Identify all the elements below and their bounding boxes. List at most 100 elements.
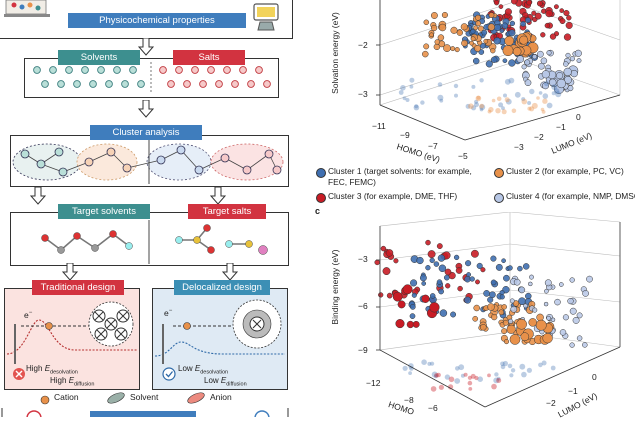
scatter-point [393,258,399,264]
scatter-point [468,103,474,109]
plot-b-lumo-tick-2: −1 [556,122,566,132]
scatter-point [493,37,501,45]
scatter-point [572,316,580,324]
scatter-point [495,263,503,271]
cluster4-marker [494,193,504,203]
scatter-point [542,82,549,90]
scatter-point [430,24,438,32]
scatter-point [487,23,496,31]
scatter-point [475,279,480,285]
scatter-point [470,373,476,379]
plot-b-homo-tick-3: −7 [428,141,438,151]
plot-c-ylabel: Binding energy (eV) [330,249,340,325]
scatter-point [534,12,542,20]
scatter-point [565,21,573,29]
scatter-point [528,281,533,287]
scatter-point [483,38,489,44]
down-arrow-2 [137,99,155,118]
scatter-point [501,22,509,30]
scatter-point [538,62,545,70]
plot-b-lumo-tick-3: −2 [534,132,544,142]
down-arrow-4 [209,186,227,205]
scatter-point [490,279,497,286]
plot-b: Solvation energy (eV) −2 −3 −11 −9 −7 −5… [320,0,635,165]
scatter-point [531,102,538,109]
scatter-point [500,364,506,370]
scatter-point [453,254,460,261]
scatter-point [541,70,550,79]
scatter-point [523,303,528,309]
scatter-point [500,361,505,367]
scatter-point [509,334,521,345]
scatter-point [495,108,501,114]
target-solvents-label: Target solvents [72,206,136,217]
scatter-point [502,319,509,326]
scatter-point [472,57,480,65]
scatter-point [501,106,505,111]
scatter-point [434,39,441,45]
scatter-point [504,36,515,46]
scatter-point [582,290,589,297]
scatter-point [414,104,419,109]
plot-c-lumo-tick-3: −2 [546,398,556,408]
scatter-point [504,8,512,16]
scatter-point [429,302,440,313]
scatter-point [412,320,420,328]
scatter-point [508,318,514,324]
scatter-point [501,304,507,310]
scatter-point [554,298,561,306]
scatter-point [525,17,531,24]
scatter-point [448,376,455,383]
scatter-point [540,57,548,65]
scatter-point [450,311,457,318]
down-arrow-3 [29,186,47,205]
scatter-point [411,292,417,298]
scatter-point [576,335,583,341]
scatter-point [429,32,434,38]
physchem-band: Physicochemical properties [68,13,246,28]
scatter-point [455,267,463,274]
scatter-point [474,99,479,104]
cluster4-label: Cluster 4 (for example, NMP, DMSO) [506,191,635,201]
scatter-point [455,366,460,371]
scatter-point [490,255,497,262]
scatter-point [479,78,484,83]
scatter-point [519,35,529,45]
computer-icon [250,2,282,34]
scatter-point [531,10,537,16]
scatter-point [501,258,506,264]
plot-c-ytick-3: −9 [358,345,368,355]
scatter-point [498,4,504,9]
scatter-point [444,268,452,276]
scatter-point [538,91,543,95]
scatter-point [543,80,550,87]
scatter-point [386,292,393,299]
scatter-point [480,324,487,331]
scatter-point [410,279,418,287]
scatter-point [508,29,516,37]
scatter-point [521,64,527,70]
scatter-point [541,360,547,366]
scatter-point [516,318,527,330]
scatter-point [382,267,391,276]
scatter-point [501,328,508,335]
scatter-point [448,384,454,390]
scatter-point [562,314,569,321]
scatter-point [420,100,425,105]
scatter-point [470,28,476,34]
scatter-point [489,291,496,299]
scatter-point [437,34,445,41]
scatter-point [477,25,484,32]
scatter-point [565,52,571,58]
scatter-point [468,387,473,391]
scatter-point [380,245,387,252]
low-diffusion-label: Low Ediffusion [204,376,247,388]
scatter-point [467,375,472,380]
scatter-point [409,77,415,83]
scatter-point [423,19,430,26]
scatter-point [543,301,549,307]
scatter-point [400,85,406,91]
scatter-point [506,324,516,334]
scatter-point [438,288,444,295]
scatter-point [524,79,532,87]
